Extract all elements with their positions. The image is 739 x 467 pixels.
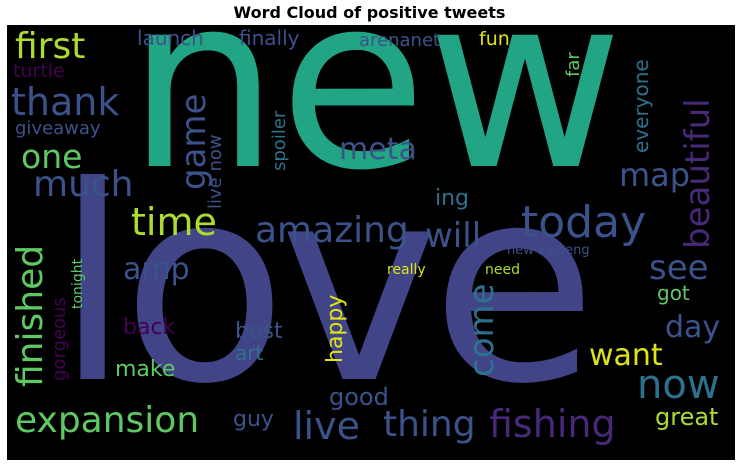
word-back: back bbox=[123, 315, 176, 340]
word-amazing: amazing bbox=[255, 210, 409, 251]
word-gorgeous: gorgeous bbox=[49, 297, 70, 381]
word-cloud-canvas: new love first launch finally arenanet f… bbox=[7, 25, 735, 460]
word-art: art bbox=[235, 341, 264, 365]
word-spoiler: spoiler bbox=[269, 110, 290, 171]
word-new-kaineng: new kaineng bbox=[507, 243, 590, 258]
word-finally: finally bbox=[239, 26, 300, 50]
word-one: one bbox=[21, 137, 83, 176]
word-finished: finished bbox=[10, 244, 51, 387]
word-expansion: expansion bbox=[15, 400, 200, 441]
word-new: new bbox=[127, 25, 624, 223]
chart-title: Word Cloud of positive tweets bbox=[233, 3, 506, 22]
word-love: love bbox=[55, 128, 597, 443]
word-launch: launch bbox=[137, 26, 204, 50]
word-much: much bbox=[33, 164, 134, 205]
word-tonight: tonight bbox=[70, 258, 86, 309]
word-need: need bbox=[485, 262, 520, 278]
word-make: make bbox=[115, 357, 176, 382]
word-best: best bbox=[235, 319, 283, 344]
word-ing: ing bbox=[435, 186, 470, 211]
word-amp: amp bbox=[123, 252, 190, 287]
word-live: live bbox=[293, 404, 360, 448]
word-turtle: turtle bbox=[13, 60, 65, 82]
word-map: map bbox=[619, 156, 691, 194]
word-great: great bbox=[655, 403, 719, 431]
word-everyone: everyone bbox=[629, 59, 653, 153]
word-day: day bbox=[665, 310, 721, 345]
word-happy: happy bbox=[323, 294, 348, 363]
word-live-now: live now bbox=[205, 134, 226, 209]
word-see: see bbox=[649, 248, 709, 288]
word-meta: meta bbox=[339, 132, 417, 167]
word-want: want bbox=[589, 338, 663, 373]
word-thank: thank bbox=[11, 80, 120, 124]
word-time: time bbox=[131, 200, 217, 244]
word-now: now bbox=[637, 362, 720, 408]
word-fishing: fishing bbox=[489, 402, 616, 446]
word-giveaway: giveaway bbox=[15, 118, 101, 139]
word-guy: guy bbox=[233, 407, 274, 432]
word-will: will bbox=[425, 216, 482, 256]
word-really: really bbox=[387, 262, 426, 278]
word-fun: fun bbox=[479, 28, 510, 50]
word-arenanet: arenanet bbox=[359, 30, 441, 51]
word-today: today bbox=[521, 197, 647, 248]
word-far: far bbox=[563, 52, 584, 77]
word-got: got bbox=[657, 281, 690, 305]
word-come: come bbox=[462, 283, 502, 377]
word-first: first bbox=[15, 26, 86, 67]
word-good: good bbox=[329, 383, 389, 411]
word-thing: thing bbox=[383, 404, 476, 445]
